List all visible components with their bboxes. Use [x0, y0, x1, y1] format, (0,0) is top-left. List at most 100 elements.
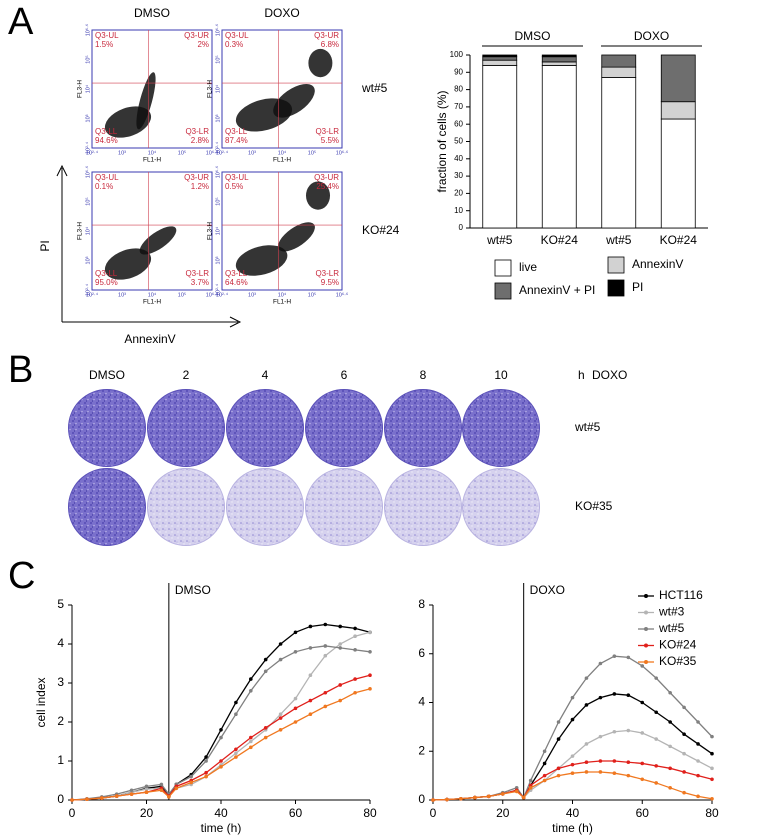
flow-y-tick: 10⁵ [214, 55, 221, 63]
data-point [338, 698, 343, 703]
data-point [682, 732, 686, 736]
flow-row-label: KO#24 [362, 223, 400, 237]
data-point [308, 673, 313, 677]
flow-y-tick: 10⁵ [214, 197, 221, 205]
data-point [353, 648, 357, 652]
data-point [668, 744, 672, 749]
data-point [189, 780, 193, 785]
plot-frame [221, 171, 343, 291]
data-point [584, 703, 589, 707]
data-point [204, 774, 208, 779]
quadrant-label: 25.4% [316, 182, 339, 191]
data-point [144, 787, 149, 791]
flow-x-tick: 10⁵ [178, 149, 186, 156]
data-point [542, 761, 547, 766]
bar-segment [482, 56, 518, 61]
data-point [278, 716, 283, 720]
arrow-head [56, 164, 68, 177]
flow-x-tick: 10⁴ [148, 149, 157, 156]
well [147, 468, 225, 546]
flow-y-tick: 10²·⁴ [84, 141, 91, 154]
data-point [626, 760, 631, 765]
flow-y-tick: 10²·⁴ [214, 283, 221, 296]
data-point [612, 729, 617, 734]
quadrant-label: 2% [197, 40, 209, 49]
bar-segment [541, 64, 577, 229]
quadrant-label: 1.5% [95, 40, 113, 49]
flow-y-tick: 10⁴ [214, 226, 221, 235]
flow-x-tick: 10⁴ [278, 291, 287, 298]
data-point [234, 751, 238, 755]
flow-x-tick: 10³ [118, 150, 126, 156]
x-tick-label: 20 [140, 806, 154, 820]
quadrant-label: Q3-LR [315, 127, 339, 136]
colony-treatment: DOXO [592, 368, 627, 382]
quadrant-label: Q3-LL [95, 127, 118, 136]
y-tick-label: 4 [418, 695, 425, 709]
flow-y-tick: 10⁴ [214, 84, 221, 93]
x-tick-label: KO#24 [660, 233, 698, 247]
well [305, 389, 383, 467]
bar-segment [541, 61, 577, 66]
quadrant-label: Q3-UL [225, 173, 249, 182]
data-point [542, 773, 547, 778]
data-point [167, 795, 171, 799]
data-point [368, 630, 372, 635]
series-line [432, 655, 713, 801]
quadrant-label: 95.0% [95, 278, 118, 287]
cell-cloud [235, 245, 288, 276]
arrow-head [229, 316, 242, 328]
data-point [668, 720, 672, 724]
flow-x-tick: 10⁵ [308, 149, 316, 156]
data-point [263, 726, 268, 730]
data-point [144, 784, 149, 789]
panel-label: A [8, 1, 34, 43]
quadrant-label: Q3-UL [225, 31, 249, 40]
data-point [612, 759, 617, 763]
bar-segment [660, 54, 696, 103]
well [68, 389, 146, 467]
data-point [584, 760, 589, 765]
data-point [668, 690, 672, 695]
data-point [353, 677, 357, 681]
x-tick-label: 0 [430, 806, 437, 820]
data-point [144, 790, 149, 794]
x-axis-label: time (h) [201, 821, 242, 835]
bar-segment [482, 64, 518, 229]
plot-frame [91, 29, 213, 149]
x-tick-label: KO#24 [541, 233, 579, 247]
y-tick-label: 2 [57, 714, 64, 728]
data-point [219, 728, 223, 732]
data-point [626, 655, 631, 660]
flow-x-tick: 10²·⁴ [86, 149, 99, 156]
flow-x-tick: 10⁶·⁶ [336, 149, 348, 156]
bar-segment [541, 56, 577, 63]
colony-row-label: KO#35 [575, 499, 613, 513]
flow-x-tick: 10³ [248, 150, 256, 156]
cell-cloud [273, 83, 315, 118]
data-point [682, 751, 686, 756]
flow-x-label: AnnexinV [124, 332, 175, 346]
quadrant-label: Q3-UR [314, 31, 339, 40]
legend-swatch [607, 279, 625, 297]
legend-label: PI [632, 280, 643, 294]
cell-cloud [139, 226, 177, 255]
data-point [308, 624, 313, 629]
flow-y-tick: 10⁵ [84, 197, 91, 205]
data-point [368, 650, 372, 654]
data-point [278, 657, 283, 662]
quadrant-label: Q3-UL [95, 173, 119, 182]
well [226, 468, 304, 546]
quadrant-label: 0.5% [225, 182, 243, 191]
data-point [338, 624, 343, 629]
data-point [598, 734, 603, 739]
data-point [640, 761, 645, 766]
quadrant-label: 94.6% [95, 136, 118, 145]
quadrant-label: 5.5% [321, 136, 339, 145]
flow-plot-y-label: FL3-H [207, 222, 214, 240]
legend-label: HCT116 [659, 588, 703, 602]
data-point [459, 796, 463, 801]
data-point [129, 788, 134, 793]
